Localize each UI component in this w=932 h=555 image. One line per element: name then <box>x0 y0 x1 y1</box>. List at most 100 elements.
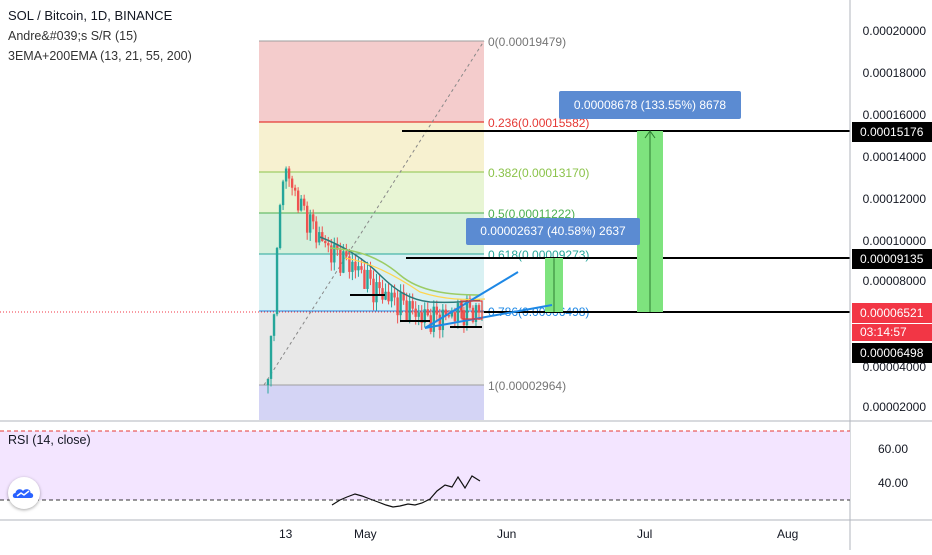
fib-label-0: 0(0.00019479) <box>488 35 566 49</box>
rsi-band <box>0 431 850 500</box>
price-tick: 0.00016000 <box>862 108 926 122</box>
candle-body <box>453 312 457 322</box>
candle-body <box>272 314 276 336</box>
price-tick: 0.00012000 <box>862 192 926 206</box>
time-label: May <box>354 527 377 541</box>
candle-body <box>408 301 411 321</box>
measure-callout-small[interactable]: 0.00002637 (40.58%) 2637 <box>466 218 640 245</box>
candle-body <box>471 307 475 322</box>
wedge-lower-line[interactable] <box>424 304 553 329</box>
symbol-title: SOL / Bitcoin, 1D, BINANCE <box>8 8 173 23</box>
candle-body <box>477 305 481 313</box>
rsi-label[interactable]: RSI (14, close) <box>8 433 91 447</box>
candle-body <box>462 310 466 326</box>
candle-body <box>308 214 312 233</box>
candle-body <box>348 256 351 272</box>
candle-body <box>396 297 399 316</box>
range-box <box>461 300 483 320</box>
candle-body <box>405 300 408 321</box>
candle-body <box>312 214 315 222</box>
candle-body <box>411 301 414 309</box>
candle-body <box>354 261 357 271</box>
candle-body <box>465 298 469 326</box>
fib-label-0382: 0.382(0.00013170) <box>488 166 589 180</box>
candle-body <box>444 309 448 316</box>
candle-body <box>315 221 318 243</box>
candle-body <box>468 298 472 308</box>
candle-body <box>375 282 378 303</box>
candle-body <box>333 244 336 263</box>
price-tag-support: 0.00006498 <box>852 343 932 363</box>
candlestick-series <box>266 166 484 394</box>
candle-body <box>290 178 294 188</box>
price-tag-target-1: 0.00015176 <box>852 122 932 142</box>
candle-body <box>342 251 345 273</box>
fib-label-05: 0.5(0.00011222) <box>488 207 575 221</box>
candle-body <box>417 312 420 317</box>
candle-body <box>450 312 454 317</box>
candle-body <box>339 249 342 273</box>
candle-body <box>299 198 303 211</box>
wedge-upper-line[interactable] <box>424 271 519 329</box>
time-label: Jun <box>497 527 517 541</box>
cloud-logo-icon <box>12 489 34 498</box>
price-tag-current: 0.00006521 <box>852 303 932 323</box>
tradingview-logo[interactable] <box>8 477 40 509</box>
candle-body <box>318 232 321 243</box>
candle-body <box>369 269 372 279</box>
candle-body <box>363 269 366 289</box>
candle-body <box>414 308 417 317</box>
fib-label-1: 1(0.00002964) <box>488 379 566 393</box>
candle-body <box>447 315 451 317</box>
candle-body <box>384 291 387 300</box>
candle-body <box>372 278 375 303</box>
candle-body <box>278 205 282 248</box>
fib-label-0618: 0.618(0.00009273) <box>488 248 589 262</box>
candle-body <box>327 243 330 246</box>
indicator-ema-label[interactable]: 3EMA+200EMA (13, 21, 55, 200) <box>8 49 192 63</box>
price-tick: 0.00002000 <box>862 400 926 414</box>
fib-label-0236: 0.236(0.00015582) <box>488 116 589 130</box>
candle-body <box>330 245 333 263</box>
candle-body <box>324 241 327 244</box>
time-label: 13 <box>279 527 293 541</box>
candle-body <box>266 378 270 386</box>
price-tick: 0.00020000 <box>862 24 926 38</box>
candle-body <box>296 190 300 211</box>
ema-line-green <box>329 247 481 296</box>
candle-body <box>345 251 348 257</box>
candle-body <box>441 309 445 331</box>
rsi-line <box>331 475 481 508</box>
candle-body <box>305 205 309 233</box>
candle-body <box>456 303 460 322</box>
time-label: Jul <box>637 527 653 541</box>
indicator-sr-label[interactable]: Andre&#039;s S/R (15) <box>8 29 138 43</box>
time-label: Aug <box>777 527 799 541</box>
ema-line-yellow <box>344 257 486 301</box>
candle-body <box>269 335 273 379</box>
price-tick: 0.00004000 <box>862 360 926 374</box>
candle-body <box>435 306 438 315</box>
candle-countdown: 03:14:57 <box>852 324 932 341</box>
candle-body <box>284 168 288 182</box>
candle-body <box>321 232 324 242</box>
candle-body <box>420 312 423 323</box>
rsi-tick-60: 60.00 <box>877 442 908 456</box>
candle-body <box>381 288 384 300</box>
candle-body <box>438 314 442 331</box>
candle-body <box>387 291 390 302</box>
candle-body <box>393 292 396 298</box>
candle-body <box>399 292 402 316</box>
candle-body <box>378 282 381 289</box>
measure-callout-large[interactable]: 0.00008678 (133.55%) 8678 <box>559 91 741 119</box>
candle-body <box>366 269 369 289</box>
candle-body <box>402 292 405 301</box>
price-tick: 0.00008000 <box>862 274 926 288</box>
price-tick: 0.00010000 <box>862 234 926 248</box>
price-tag-target-2: 0.00009135 <box>852 249 932 269</box>
candle-body <box>275 247 279 315</box>
price-tick: 0.00018000 <box>862 66 926 80</box>
candle-body <box>474 305 478 322</box>
